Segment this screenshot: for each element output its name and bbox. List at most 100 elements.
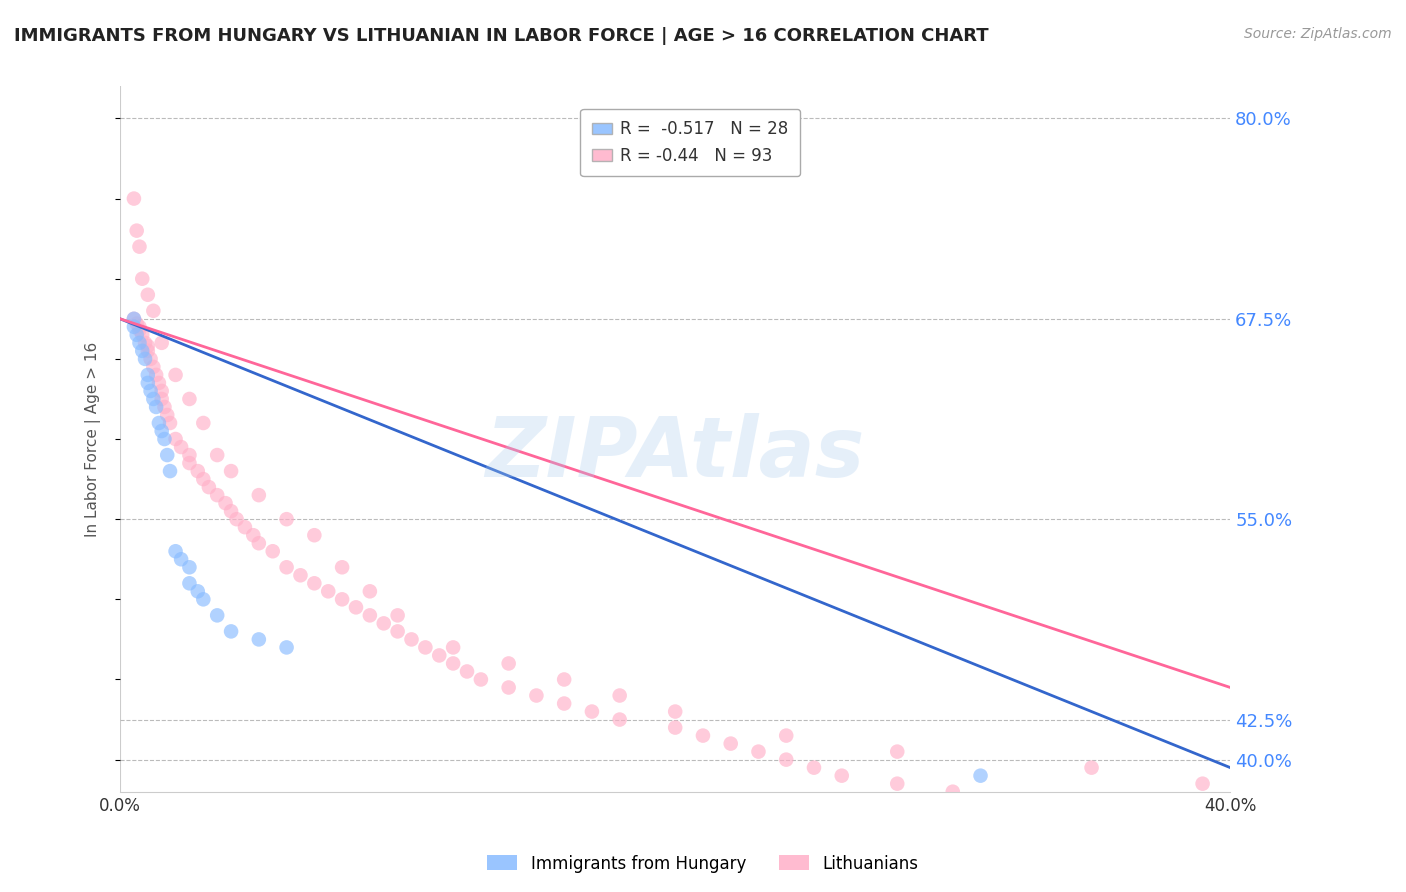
Point bbox=[225, 512, 247, 526]
Point bbox=[415, 640, 437, 655]
Point bbox=[145, 400, 167, 414]
Point bbox=[131, 271, 153, 285]
Text: Source: ZipAtlas.com: Source: ZipAtlas.com bbox=[1244, 27, 1392, 41]
Point bbox=[942, 785, 965, 799]
Point bbox=[131, 327, 153, 342]
Point bbox=[886, 745, 908, 759]
Point bbox=[969, 769, 991, 783]
Point bbox=[136, 287, 159, 301]
Point bbox=[219, 504, 242, 518]
Point bbox=[179, 448, 201, 462]
Point bbox=[150, 384, 173, 398]
Point bbox=[159, 416, 181, 430]
Point bbox=[330, 560, 353, 574]
Point bbox=[179, 392, 201, 406]
Point bbox=[747, 745, 769, 759]
Point bbox=[219, 464, 242, 478]
Point bbox=[170, 440, 193, 454]
Point bbox=[214, 496, 236, 510]
Point bbox=[128, 319, 150, 334]
Point bbox=[997, 793, 1019, 807]
Point bbox=[1164, 824, 1187, 838]
Point bbox=[359, 608, 381, 623]
Point bbox=[316, 584, 339, 599]
Point bbox=[581, 705, 603, 719]
Point bbox=[187, 464, 209, 478]
Point bbox=[886, 777, 908, 791]
Point bbox=[373, 616, 395, 631]
Point bbox=[179, 456, 201, 470]
Point bbox=[179, 576, 201, 591]
Point bbox=[122, 192, 145, 206]
Point bbox=[179, 560, 201, 574]
Point bbox=[128, 323, 150, 337]
Point bbox=[134, 351, 156, 366]
Point bbox=[142, 303, 165, 318]
Point bbox=[276, 640, 298, 655]
Point bbox=[470, 673, 492, 687]
Point bbox=[276, 512, 298, 526]
Point bbox=[136, 368, 159, 382]
Point bbox=[247, 632, 270, 647]
Point bbox=[205, 448, 228, 462]
Point bbox=[145, 368, 167, 382]
Point bbox=[803, 761, 825, 775]
Point bbox=[136, 376, 159, 390]
Point bbox=[831, 769, 853, 783]
Point bbox=[205, 488, 228, 502]
Point bbox=[664, 721, 686, 735]
Point bbox=[242, 528, 264, 542]
Point bbox=[427, 648, 450, 663]
Point bbox=[344, 600, 367, 615]
Point bbox=[193, 416, 215, 430]
Point bbox=[205, 608, 228, 623]
Point bbox=[125, 224, 148, 238]
Point bbox=[498, 657, 520, 671]
Point bbox=[290, 568, 312, 582]
Point bbox=[609, 713, 631, 727]
Point bbox=[247, 536, 270, 550]
Point bbox=[1108, 809, 1130, 823]
Point bbox=[150, 392, 173, 406]
Point bbox=[122, 319, 145, 334]
Point bbox=[553, 697, 575, 711]
Point bbox=[128, 335, 150, 350]
Point bbox=[441, 640, 464, 655]
Legend: Immigrants from Hungary, Lithuanians: Immigrants from Hungary, Lithuanians bbox=[481, 848, 925, 880]
Text: ZIPAtlas: ZIPAtlas bbox=[485, 413, 865, 493]
Point bbox=[193, 472, 215, 486]
Point bbox=[193, 592, 215, 607]
Point bbox=[125, 327, 148, 342]
Point bbox=[1053, 793, 1076, 807]
Point bbox=[720, 737, 742, 751]
Point bbox=[187, 584, 209, 599]
Point bbox=[304, 528, 326, 542]
Point bbox=[262, 544, 284, 558]
Point bbox=[387, 608, 409, 623]
Point bbox=[526, 689, 548, 703]
Point bbox=[139, 384, 162, 398]
Point bbox=[276, 560, 298, 574]
Point bbox=[156, 408, 179, 422]
Point bbox=[304, 576, 326, 591]
Point bbox=[1136, 816, 1159, 830]
Point bbox=[775, 753, 797, 767]
Point bbox=[247, 488, 270, 502]
Point bbox=[165, 432, 187, 446]
Point bbox=[219, 624, 242, 639]
Point bbox=[128, 240, 150, 254]
Point bbox=[142, 392, 165, 406]
Point bbox=[387, 624, 409, 639]
Point bbox=[165, 368, 187, 382]
Point bbox=[156, 448, 179, 462]
Point bbox=[401, 632, 423, 647]
Point bbox=[664, 705, 686, 719]
Point bbox=[142, 359, 165, 374]
Point bbox=[1191, 777, 1213, 791]
Legend: R =  -0.517   N = 28, R = -0.44   N = 93: R = -0.517 N = 28, R = -0.44 N = 93 bbox=[581, 109, 800, 177]
Point bbox=[692, 729, 714, 743]
Text: IMMIGRANTS FROM HUNGARY VS LITHUANIAN IN LABOR FORCE | AGE > 16 CORRELATION CHAR: IMMIGRANTS FROM HUNGARY VS LITHUANIAN IN… bbox=[14, 27, 988, 45]
Point bbox=[122, 311, 145, 326]
Point bbox=[165, 544, 187, 558]
Point bbox=[139, 351, 162, 366]
